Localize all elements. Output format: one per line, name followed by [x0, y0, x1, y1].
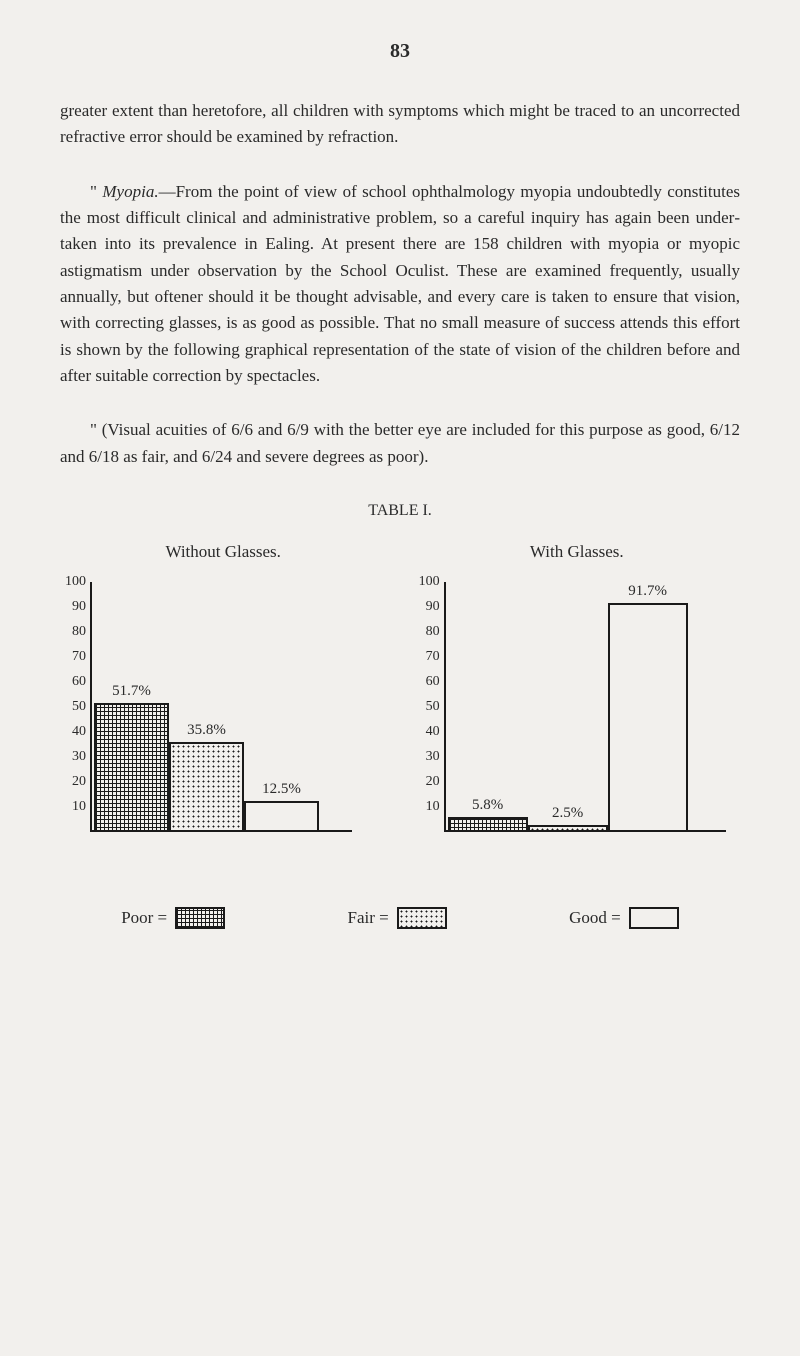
y-tick: 40: [412, 724, 440, 740]
legend-fair: Fair =: [348, 907, 447, 929]
legend-fair-label: Fair =: [348, 908, 389, 928]
p2-body: —From the point of view of school ophtha…: [60, 182, 740, 385]
y-tick: 90: [412, 599, 440, 615]
y-tick: 70: [412, 649, 440, 665]
bar-value: 91.7%: [628, 583, 667, 600]
y-tick: 100: [412, 574, 440, 590]
y-tick: 10: [412, 799, 440, 815]
bar-poor-right: 5.8%: [448, 817, 528, 832]
bar-fair-left: 35.8%: [169, 742, 244, 832]
y-axis-left: 100 90 80 70 60 50 40 30 20 10: [60, 582, 92, 832]
legend: Poor = Fair = Good =: [60, 907, 740, 929]
y-tick: 30: [58, 749, 86, 765]
myopia-italic: Myopia.: [102, 182, 158, 201]
page-number: 83: [60, 40, 740, 63]
y-tick: 50: [412, 699, 440, 715]
bar-value: 5.8%: [472, 797, 503, 814]
bar-fair-right: 2.5%: [528, 825, 608, 832]
y-tick: 20: [412, 774, 440, 790]
y-tick: 40: [58, 724, 86, 740]
chart-right: 100 90 80 70 60 50 40 30 20 10 5.8% 2.5%: [414, 582, 740, 862]
y-tick: 80: [58, 624, 86, 640]
y-tick: 60: [412, 674, 440, 690]
bar-value: 35.8%: [187, 722, 226, 739]
bar-poor-left: 51.7%: [94, 703, 169, 832]
legend-poor-label: Poor =: [121, 908, 167, 928]
chart-without-glasses: Without Glasses. 100 90 80 70 60 50 40 3…: [60, 542, 386, 862]
y-tick: 30: [412, 749, 440, 765]
table-title: TABLE I.: [60, 502, 740, 520]
chart-left-label: Without Glasses.: [60, 542, 386, 562]
charts-container: Without Glasses. 100 90 80 70 60 50 40 3…: [60, 542, 740, 862]
paragraph-3: " (Visual acuities of 6/6 and 6/9 with t…: [60, 417, 740, 470]
y-tick: 60: [58, 674, 86, 690]
chart-left: 100 90 80 70 60 50 40 30 20 10 51.7% 35.…: [60, 582, 386, 862]
y-tick: 50: [58, 699, 86, 715]
y-tick: 100: [58, 574, 86, 590]
y-tick: 70: [58, 649, 86, 665]
legend-good-swatch: [629, 907, 679, 929]
quote-prefix: ": [90, 182, 102, 201]
y-tick: 10: [58, 799, 86, 815]
legend-poor-swatch: [175, 907, 225, 929]
chart-right-label: With Glasses.: [414, 542, 740, 562]
legend-poor: Poor =: [121, 907, 225, 929]
bar-good-left: 12.5%: [244, 801, 319, 832]
chart-with-glasses: With Glasses. 100 90 80 70 60 50 40 30 2…: [414, 542, 740, 862]
y-tick: 90: [58, 599, 86, 615]
paragraph-1: greater extent than heretofore, all chil…: [60, 98, 740, 151]
y-axis-right: 100 90 80 70 60 50 40 30 20 10: [414, 582, 446, 832]
bar-value: 2.5%: [552, 805, 583, 822]
y-tick: 20: [58, 774, 86, 790]
paragraph-2: " Myopia.—From the point of view of scho…: [60, 179, 740, 390]
legend-fair-swatch: [397, 907, 447, 929]
y-tick: 80: [412, 624, 440, 640]
bars-left: 51.7% 35.8% 12.5%: [94, 582, 319, 832]
bars-right: 5.8% 2.5% 91.7%: [448, 582, 688, 832]
bar-value: 51.7%: [112, 683, 151, 700]
bar-good-right: 91.7%: [608, 603, 688, 832]
legend-good: Good =: [569, 907, 679, 929]
legend-good-label: Good =: [569, 908, 621, 928]
bar-value: 12.5%: [262, 781, 301, 798]
